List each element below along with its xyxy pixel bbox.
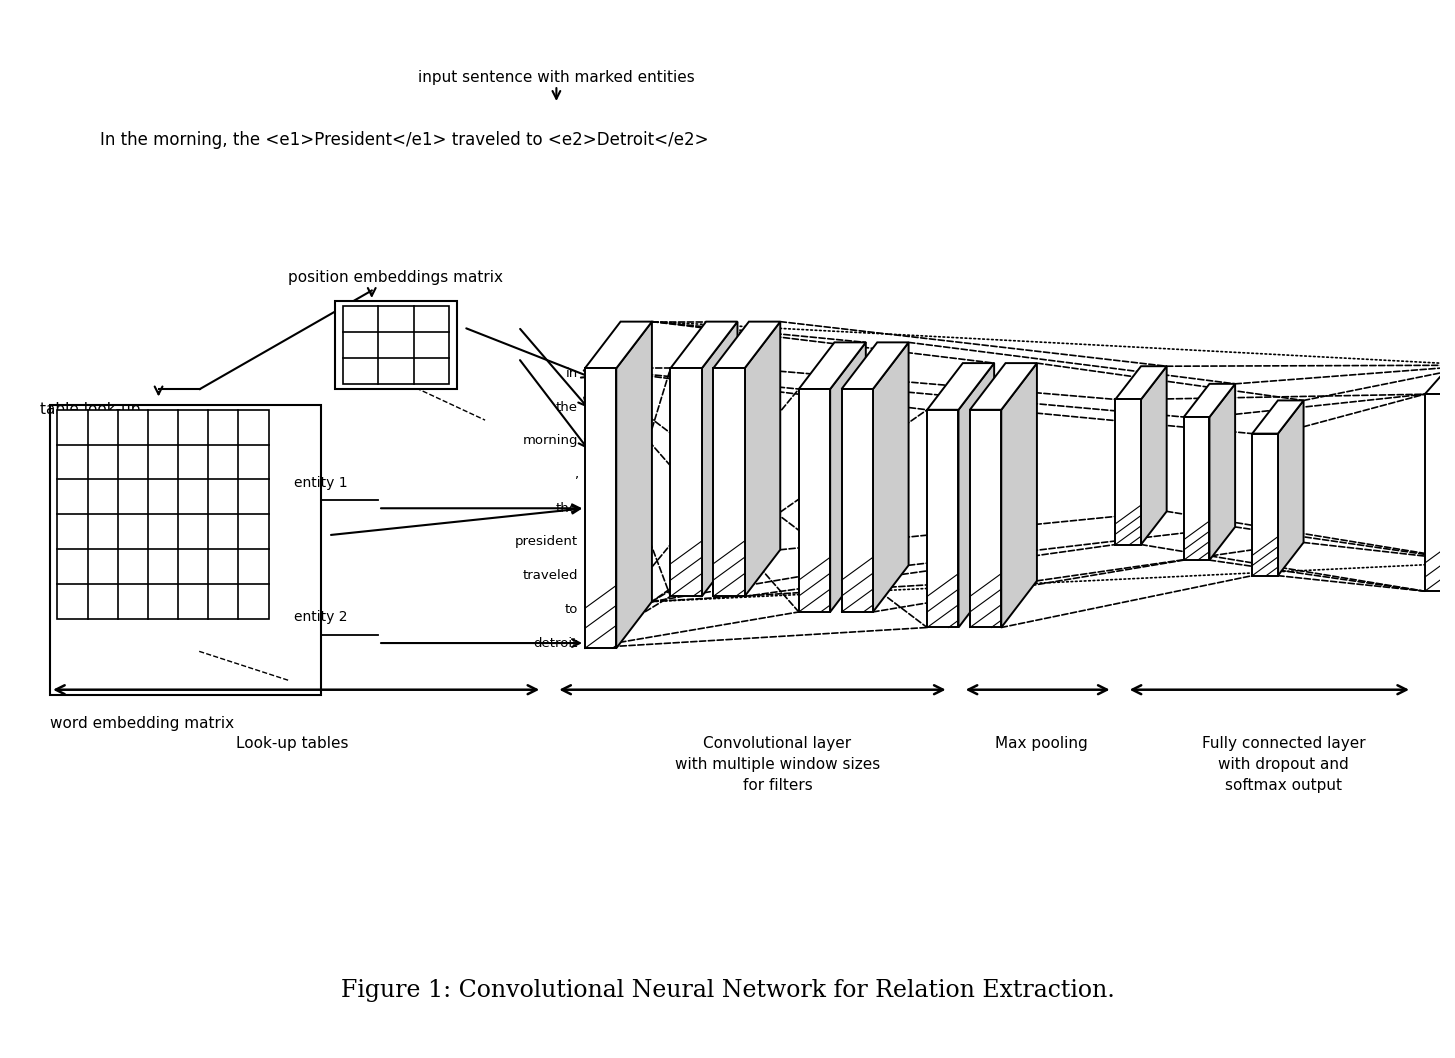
Polygon shape	[1116, 366, 1167, 399]
Text: to: to	[565, 603, 578, 616]
Bar	[57, 409, 269, 619]
Text: In the morning, the <e1>President</e1> traveled to <e2>Detroit</e2>: In the morning, the <e1>President</e1> t…	[100, 131, 709, 149]
Text: morning: morning	[522, 435, 578, 448]
Text: Fully connected layer
with dropout and
softmax output: Fully connected layer with dropout and s…	[1202, 736, 1365, 794]
Polygon shape	[831, 343, 866, 612]
Polygon shape	[959, 363, 994, 627]
Polygon shape	[799, 389, 831, 612]
Polygon shape	[701, 322, 738, 597]
Text: table look-up: table look-up	[41, 402, 141, 417]
Text: entity 1: entity 1	[294, 476, 348, 490]
Polygon shape	[617, 322, 652, 649]
Bar	[342, 306, 450, 384]
Text: Max pooling: Max pooling	[995, 736, 1087, 751]
Polygon shape	[1424, 395, 1454, 591]
Text: entity 2: entity 2	[294, 610, 348, 624]
Text: detroit: detroit	[534, 637, 578, 650]
Polygon shape	[873, 343, 908, 612]
Polygon shape	[1209, 384, 1235, 560]
Polygon shape	[970, 409, 1001, 627]
Text: ,: ,	[573, 468, 578, 481]
Bar	[336, 300, 457, 389]
Polygon shape	[1253, 400, 1304, 434]
Text: president: president	[515, 535, 578, 548]
Polygon shape	[1253, 434, 1277, 576]
Polygon shape	[671, 322, 738, 368]
Text: Convolutional layer
with multiple window sizes
for filters: Convolutional layer with multiple window…	[675, 736, 880, 794]
Text: traveled: traveled	[522, 569, 578, 582]
Polygon shape	[927, 409, 959, 627]
Polygon shape	[1116, 399, 1141, 545]
Polygon shape	[1454, 365, 1455, 591]
Text: Figure 1: Convolutional Neural Network for Relation Extraction.: Figure 1: Convolutional Neural Network f…	[340, 979, 1115, 1002]
Polygon shape	[1141, 366, 1167, 545]
Text: the: the	[556, 401, 578, 414]
Polygon shape	[713, 368, 745, 597]
Polygon shape	[970, 363, 1037, 409]
Polygon shape	[799, 343, 866, 389]
Polygon shape	[1424, 365, 1455, 395]
Polygon shape	[927, 363, 994, 409]
Text: position embeddings matrix: position embeddings matrix	[288, 271, 503, 286]
Text: the: the	[556, 501, 578, 515]
Polygon shape	[1277, 400, 1304, 576]
Polygon shape	[713, 322, 780, 368]
Bar	[49, 404, 322, 695]
Text: input sentence with marked entities: input sentence with marked entities	[418, 71, 695, 86]
Text: in: in	[566, 367, 578, 380]
Text: Look-up tables: Look-up tables	[236, 736, 349, 751]
Text: word embedding matrix: word embedding matrix	[49, 715, 234, 731]
Polygon shape	[1001, 363, 1037, 627]
Polygon shape	[1184, 417, 1209, 560]
Polygon shape	[1184, 384, 1235, 417]
Polygon shape	[745, 322, 780, 597]
Polygon shape	[585, 322, 652, 368]
Polygon shape	[585, 368, 617, 649]
Polygon shape	[671, 368, 701, 597]
Polygon shape	[841, 389, 873, 612]
Polygon shape	[841, 343, 908, 389]
